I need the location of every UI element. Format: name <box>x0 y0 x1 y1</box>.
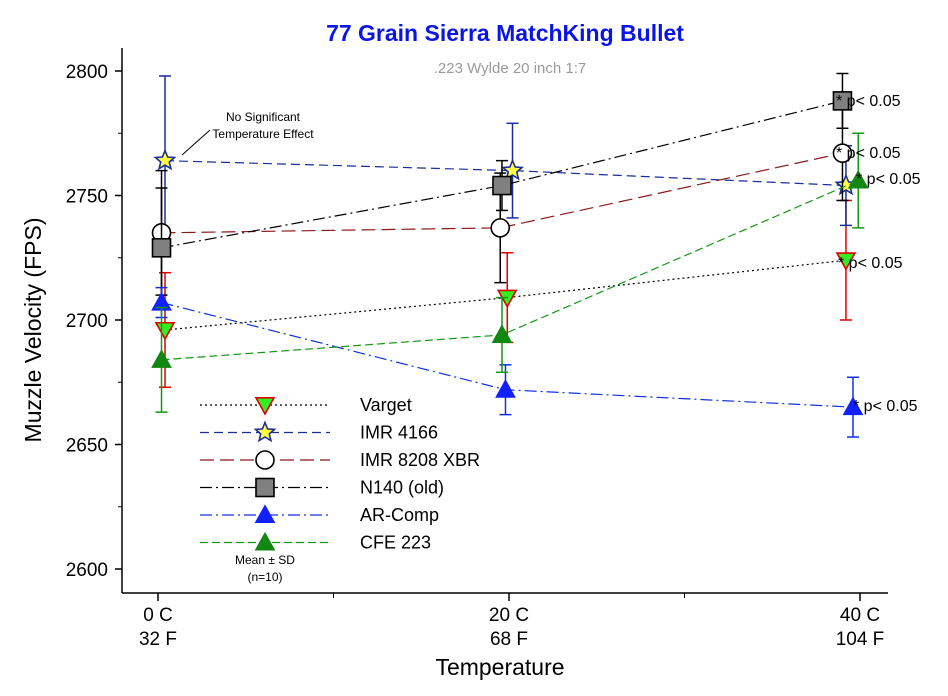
x-tick-label: 40 C <box>840 605 880 626</box>
legend-label: CFE 223 <box>360 533 431 553</box>
y-tick-label: 2600 <box>66 560 108 581</box>
x-tick-label: 68 F <box>490 629 528 650</box>
series-line <box>161 152 843 234</box>
significance-label: * p< 0.05 <box>853 398 918 415</box>
series-layer <box>151 72 869 438</box>
chart-title: 77 Grain Sierra MatchKing Bullet <box>326 20 684 46</box>
legend-marker <box>254 531 276 551</box>
y-tick-label: 2700 <box>66 311 108 332</box>
x-axis-label: Temperature <box>435 654 564 680</box>
legend-marker <box>253 420 277 443</box>
significance-label: * p< 0.05 <box>838 255 903 272</box>
series-line <box>165 160 846 187</box>
series-n140-old <box>151 72 853 309</box>
legend-label: AR-Comp <box>360 505 439 525</box>
data-point <box>490 218 511 238</box>
y-tick-label: 2800 <box>66 62 108 83</box>
chart-subtitle: .223 Wylde 20 inch 1:7 <box>434 60 586 77</box>
series-varget <box>154 199 857 388</box>
data-point <box>151 237 172 258</box>
annotation-line: No Significant <box>226 110 301 124</box>
x-tick-label: 20 C <box>489 605 529 626</box>
significance-label: * p< 0.05 <box>836 93 901 110</box>
data-point <box>842 396 864 416</box>
y-axis-label: Muzzle Velocity (FPS) <box>20 218 46 443</box>
legend-item: IMR 4166 <box>200 420 438 443</box>
legend-note: (n=10) <box>247 570 282 584</box>
data-point <box>832 91 853 111</box>
annotation-pointer <box>181 129 211 156</box>
x-tick-label: 104 F <box>836 629 885 650</box>
data-point <box>151 349 172 368</box>
legend-marker <box>255 477 275 498</box>
data-point <box>835 252 857 271</box>
significance-label: * p< 0.05 <box>836 145 901 162</box>
data-point <box>496 289 518 309</box>
data-point <box>153 148 177 171</box>
legend-item: N140 (old) <box>200 478 444 498</box>
data-point <box>501 158 524 181</box>
legend-label: IMR 8208 XBR <box>360 450 480 470</box>
series-line <box>164 259 847 331</box>
data-point <box>847 169 869 189</box>
legend-marker <box>254 396 276 416</box>
x-tick-label: 0 C <box>143 605 173 626</box>
significance-label: * p< 0.05 <box>856 171 921 188</box>
annotation-line: Temperature Effect <box>212 127 314 141</box>
data-point <box>495 379 516 398</box>
legend-note: Mean ± SD <box>235 553 295 567</box>
data-point <box>832 143 853 163</box>
legend-marker <box>254 504 276 524</box>
y-tick-label: 2650 <box>66 436 108 457</box>
x-tick-label: 32 F <box>139 629 177 650</box>
legend-label: N140 (old) <box>360 478 444 498</box>
legend-label: IMR 4166 <box>360 423 438 443</box>
data-point <box>492 175 512 196</box>
series-cfe-223 <box>151 132 869 413</box>
data-point <box>491 324 513 343</box>
y-tick-label: 2750 <box>66 187 108 208</box>
axes: 2600 2650 2700 2750 2800 0 C 32 F 20 C 68 F 40 C 1… <box>66 48 888 650</box>
legend: Varget IMR 4166 IMR 8208 XBR N140 (old) AR-C… <box>200 395 480 584</box>
annotation-layer: * p< 0.05 * p< 0.05 * p< 0.05 * p< 0.05 * p<… <box>181 93 921 415</box>
legend-marker <box>255 450 275 470</box>
legend-item: CFE 223 <box>200 531 431 553</box>
legend-item: AR-Comp <box>200 504 439 525</box>
legend-item: IMR 8208 XBR <box>200 450 480 470</box>
data-point <box>154 321 176 341</box>
legend-label: Varget <box>360 395 412 415</box>
legend-item: Varget <box>200 395 412 416</box>
